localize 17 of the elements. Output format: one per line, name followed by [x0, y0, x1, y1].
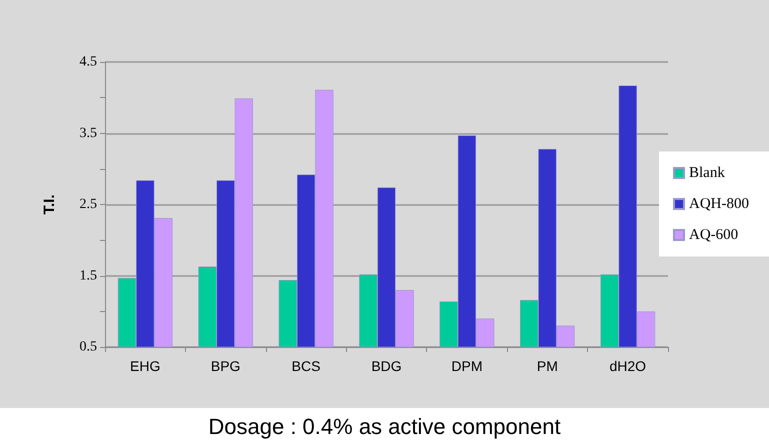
x-tick-label: BDG — [371, 358, 402, 374]
legend-label: AQ-600 — [689, 227, 738, 243]
x-tick-label: EHG — [130, 358, 160, 374]
y-tick-label: 0.5 — [80, 340, 97, 354]
legend-label: Blank — [689, 165, 726, 181]
x-tick-label: PM — [536, 358, 558, 374]
x-tick-label: DPM — [451, 358, 482, 374]
x-tick-label: dH2O — [609, 358, 646, 374]
legend-label: AQH-800 — [689, 196, 750, 212]
x-tick-label: BCS — [292, 358, 320, 374]
y-tick-label: 1.5 — [80, 268, 97, 284]
y-tick-label: 2.5 — [80, 197, 97, 212]
y-tick-label: 3.5 — [80, 126, 97, 141]
text: Dosage : 0.4% as active component — [207, 414, 562, 440]
y-axis-title: T.I. — [41, 194, 58, 215]
x-tick-label: BPG — [210, 358, 240, 374]
y-tick-label: 4.5 — [80, 54, 97, 70]
